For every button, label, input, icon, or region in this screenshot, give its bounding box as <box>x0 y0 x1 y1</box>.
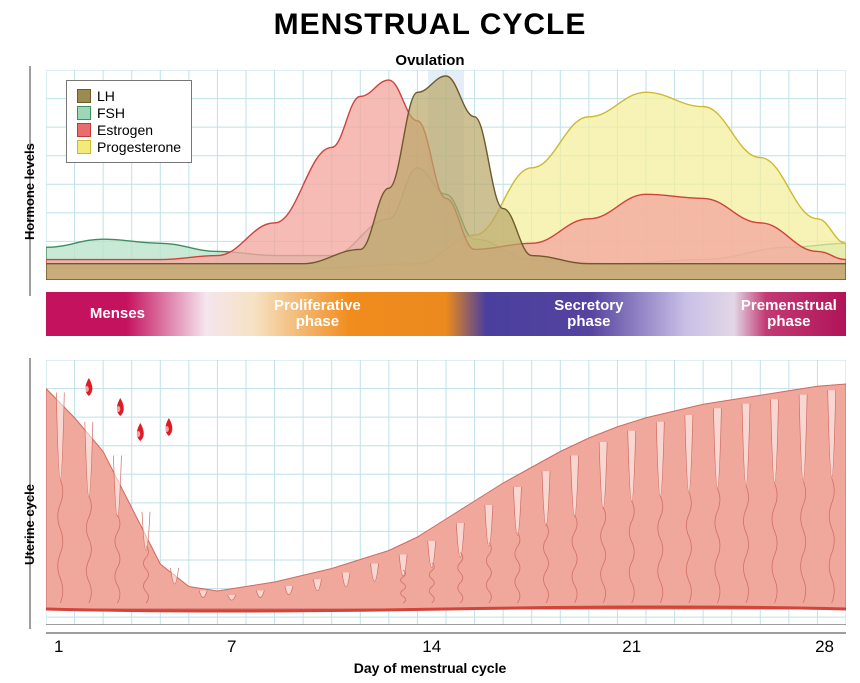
legend-item: FSH <box>77 105 181 121</box>
x-tick: 1 <box>54 637 63 656</box>
x-tick: 28 <box>815 637 834 656</box>
x-axis: 1 7 14 21 28 <box>46 632 846 662</box>
x-tick: 14 <box>422 637 441 656</box>
legend-swatch <box>77 106 91 120</box>
legend-label: FSH <box>97 105 125 121</box>
x-axis-label: Day of menstrual cycle <box>0 660 860 676</box>
legend: LHFSHEstrogenProgesterone <box>66 80 192 163</box>
legend-item: LH <box>77 88 181 104</box>
legend-swatch <box>77 89 91 103</box>
legend-label: Estrogen <box>97 122 153 138</box>
x-tick: 7 <box>227 637 236 656</box>
phase-label: Proliferative phase <box>189 292 446 336</box>
legend-label: Progesterone <box>97 139 181 155</box>
x-tick: 21 <box>622 637 641 656</box>
phase-label: Premenstrual phase <box>732 292 846 336</box>
title: MENSTRUAL CYCLE <box>0 0 860 42</box>
legend-swatch <box>77 123 91 137</box>
legend-item: Estrogen <box>77 122 181 138</box>
uterine-chart <box>46 360 846 625</box>
legend-label: LH <box>97 88 115 104</box>
phase-label: Secretory phase <box>446 292 732 336</box>
phase-bar: MensesProliferative phaseSecretory phase… <box>46 292 846 336</box>
phase-label: Menses <box>46 292 189 336</box>
hormone-y-label: Hormone levels <box>22 143 37 240</box>
legend-item: Progesterone <box>77 139 181 155</box>
legend-swatch <box>77 140 91 154</box>
ovulation-label: Ovulation <box>0 52 860 69</box>
uterine-y-label: Uterine cycle <box>22 484 37 565</box>
